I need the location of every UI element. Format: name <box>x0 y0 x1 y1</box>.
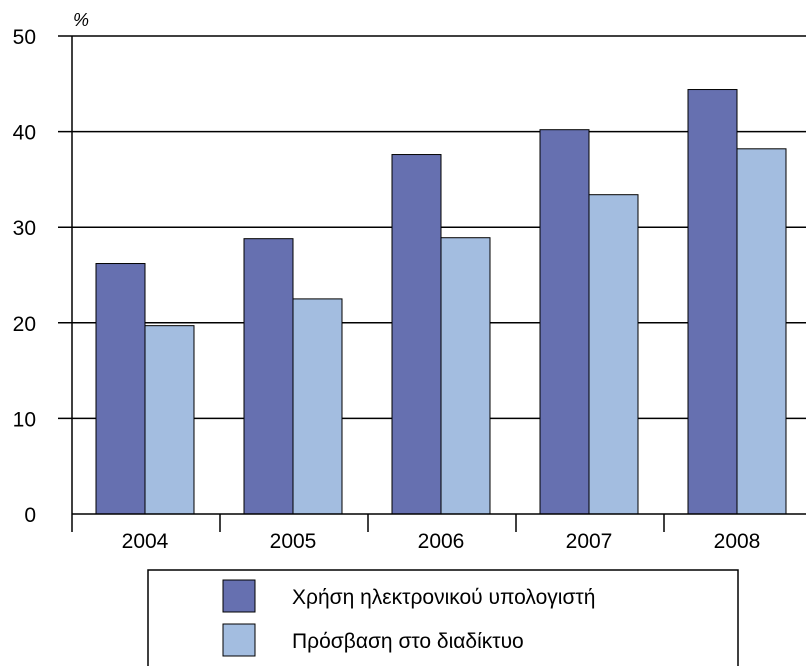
y-tick-label: 40 <box>13 122 36 145</box>
y-tick-label: 10 <box>13 408 36 431</box>
bar-2007-series-0 <box>539 129 590 515</box>
y-tick-label: 30 <box>13 217 36 240</box>
x-tick-label: 2008 <box>714 530 761 553</box>
legend-label-computer-use: Χρήση ηλεκτρονικού υπολογιστή <box>292 586 595 609</box>
tick-labels: 0 10 20 30 40 50 2004 2005 2006 2007 2008 <box>13 26 761 553</box>
bar-2005-series-0 <box>243 238 294 515</box>
bar-2008-series-1 <box>736 148 787 515</box>
legend-label-internet-access: Πρόσβαση στο διαδίκτυο <box>292 630 524 653</box>
bar-2006-series-0 <box>391 154 442 515</box>
x-tick-label: 2006 <box>418 530 465 553</box>
bar-2004-series-1 <box>144 325 195 515</box>
legend-swatch-computer-use <box>222 579 256 613</box>
legend: Χρήση ηλεκτρονικού υπολογιστή Πρόσβαση σ… <box>147 569 739 666</box>
bar-2004-series-0 <box>95 263 146 515</box>
bar-2007-series-1 <box>588 194 639 515</box>
bar-2008-series-0 <box>687 89 738 515</box>
bar-2005-series-1 <box>292 298 343 515</box>
legend-swatch-internet-access <box>222 623 256 657</box>
axes <box>71 36 806 532</box>
x-tick-label: 2007 <box>566 530 613 553</box>
bars <box>95 89 787 515</box>
bar-2006-series-1 <box>440 237 491 515</box>
y-unit-label: % <box>73 10 89 30</box>
y-tick-label: 50 <box>13 26 36 49</box>
y-tick-label: 20 <box>13 313 36 336</box>
x-tick-label: 2004 <box>122 530 169 553</box>
y-tick-label: 0 <box>24 504 36 527</box>
x-tick-label: 2005 <box>270 530 317 553</box>
